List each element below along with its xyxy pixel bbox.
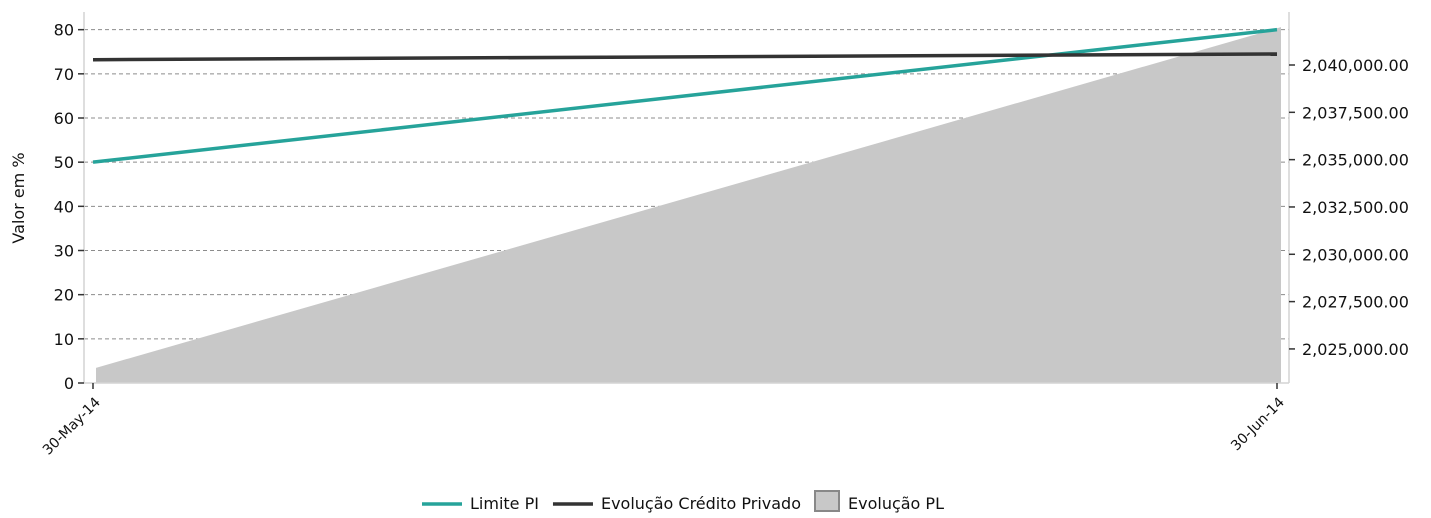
area-layer [96,27,1281,384]
legend-item: Limite PI [422,494,539,513]
legend-label: Evolução PL [848,494,944,513]
left-tick-label: 0 [64,374,74,393]
right-tick-label: 2,030,000.00 [1302,245,1409,264]
legend-item: Evolução Crédito Privado [552,494,801,513]
left-tick-label: 60 [54,109,74,128]
legend-item: Evolução PL [814,490,944,513]
axis-layer: 0 10 20 30 40 50 60 70 80 2,025,000.00 2,027,500.0… [40,12,1409,458]
right-tick-label: 2,035,000.00 [1302,151,1409,170]
left-tick-label: 50 [54,153,74,172]
legend-label: Limite PI [470,494,539,513]
line-layer [92,27,1278,164]
left-tick-label: 40 [54,197,74,216]
left-tick-label: 80 [54,21,74,40]
right-tick-label: 2,040,000.00 [1302,56,1409,75]
left-tick-label: 70 [54,65,74,84]
right-tick-label: 2,025,000.00 [1302,340,1409,359]
x-tick-label: 30-May-14 [40,394,104,458]
legend: Limite PI Evolução Crédito Privado Evoluçã… [422,490,944,513]
left-tick-label: 20 [54,286,74,305]
line-series-evolucao-credito-privado [92,52,1278,62]
right-tick-label: 2,032,500.00 [1302,198,1409,217]
legend-swatch-area [814,490,840,512]
y-axis-label: Valor em % [9,152,28,243]
area-series-evolucao-pl [96,27,1281,384]
left-tick-label: 10 [54,330,74,349]
right-tick-label: 2,027,500.00 [1302,293,1409,312]
line-series-limite-pi [92,27,1278,164]
legend-label: Evolução Crédito Privado [601,494,801,513]
right-tick-label: 2,037,500.00 [1302,103,1409,122]
x-tick-label: 30-Jun-14 [1228,394,1288,454]
left-tick-label: 30 [54,242,74,261]
